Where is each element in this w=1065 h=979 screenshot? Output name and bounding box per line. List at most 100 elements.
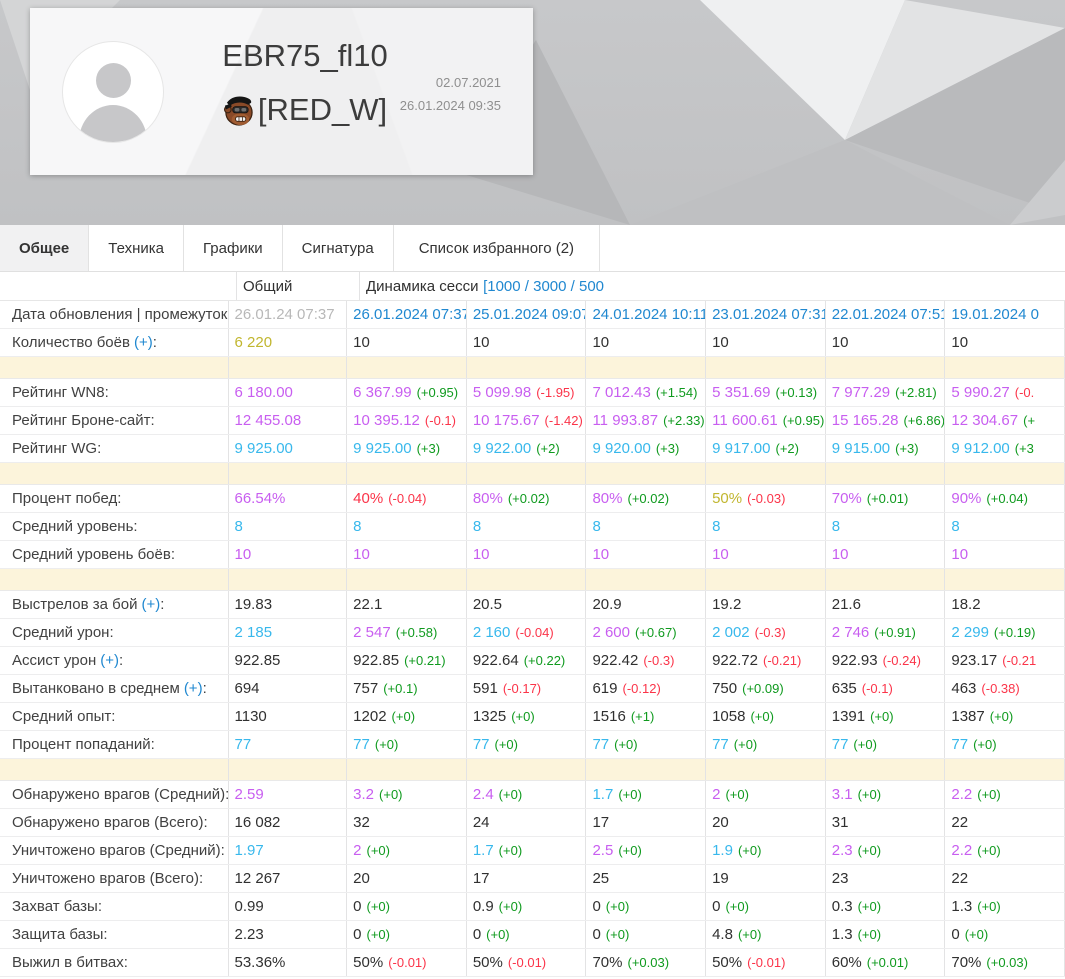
stat-cell: 20.5 <box>467 591 587 618</box>
stat-delta: (+0.19) <box>993 625 1036 640</box>
stat-value: 10 <box>712 334 729 351</box>
tab-bar: Общее Техника Графики Сигнатура Список избра… <box>0 225 1065 272</box>
stat-value: 80% <box>472 490 503 507</box>
registration-date: 02.07.2021 <box>435 75 501 90</box>
stat-cell: 53.36% <box>229 949 348 976</box>
stat-value: 3.1 <box>831 786 853 803</box>
stat-delta: (-0.12) <box>622 681 661 696</box>
stat-delta: (+2.33) <box>663 413 705 428</box>
stat-cell: 60% (+0.01) <box>826 949 946 976</box>
stat-value: 77 <box>951 736 969 753</box>
tab-charts[interactable]: Графики <box>184 225 283 271</box>
stat-value: 10 <box>353 546 370 563</box>
row-label: Процент побед: <box>0 485 229 512</box>
expand-link[interactable]: (+) <box>100 652 119 669</box>
stat-cell: 922.85 (+0.21) <box>347 647 467 674</box>
stat-value: 17 <box>472 870 490 887</box>
stat-delta: (-0. <box>1014 385 1035 400</box>
stat-value: 0 <box>951 926 960 943</box>
stat-value: 16 082 <box>234 814 281 831</box>
stat-cell: 20.9 <box>586 591 707 618</box>
stat-delta: (-0.3) <box>754 625 786 640</box>
row-label: Рейтинг WN8: <box>0 379 229 406</box>
stat-cell: 0 (+0) <box>586 893 707 920</box>
stat-delta: (-0.04) <box>515 625 554 640</box>
stat-delta: (+0) <box>498 843 523 858</box>
stat-cell: 10 <box>347 541 467 568</box>
stat-delta: (+0) <box>511 709 535 724</box>
stat-value: 10 <box>831 546 849 563</box>
stat-delta: (+0) <box>618 787 642 802</box>
stat-cell: 10 <box>945 329 1065 356</box>
table-row: Процент попаданий: 77 77 (+0) 77 (+0) 77 (+0) 77… <box>0 731 1065 759</box>
tab-favorites[interactable]: Список избранного (2) <box>394 225 601 271</box>
spacer-row <box>0 357 1065 379</box>
stat-delta: (+3) <box>895 441 919 456</box>
session-date-link[interactable]: 26.01.2024 07:37 <box>353 306 467 323</box>
stat-cell: 8 <box>586 513 707 540</box>
stat-cell: 5 990.27 (-0. <box>945 379 1065 406</box>
stat-value: 922.93 <box>831 652 878 669</box>
stat-value: 10 <box>951 334 969 351</box>
stat-value: 6 367.99 <box>353 384 412 401</box>
stat-value: 1130 <box>234 708 267 725</box>
session-date-link[interactable]: 23.01.2024 07:31 <box>712 306 826 323</box>
stat-value: 24 <box>472 814 490 831</box>
stat-cell: 12 455.08 <box>229 407 348 434</box>
stat-cell: 5 099.98 (-1.95) <box>467 379 587 406</box>
table-row: Вытанковано в среднем (+): 694 757 (+0.1) 591… <box>0 675 1065 703</box>
stat-value: 1202 <box>353 708 387 725</box>
session-date-link[interactable]: 25.01.2024 09:07 <box>472 306 587 323</box>
stat-cell: 22 <box>945 865 1065 892</box>
session-dynamics-link[interactable]: [1000 / 3000 / 500 <box>483 277 604 295</box>
stat-cell: 19.83 <box>229 591 348 618</box>
session-date-link[interactable]: 22.01.2024 07:51 <box>831 306 946 323</box>
table-row: Количество боёв (+): 6 220 10 10 10 10 10 10 <box>0 329 1065 357</box>
session-date-link[interactable]: 24.01.2024 10:11 <box>592 306 707 323</box>
tab-general[interactable]: Общее <box>0 225 90 271</box>
player-name: EBR75_fl10 <box>222 38 388 73</box>
stat-cell: 66.54% <box>229 485 348 512</box>
stat-cell: 70% (+0.03) <box>945 949 1065 976</box>
stat-delta: (+0.02) <box>507 491 550 506</box>
stat-cell: 2.2 (+0) <box>945 781 1065 808</box>
stat-delta: (+ <box>1023 413 1036 428</box>
row-label: Рейтинг WG: <box>0 435 229 462</box>
stat-value: 50% <box>353 954 384 971</box>
stat-cell: 1387 (+0) <box>945 703 1065 730</box>
stat-delta: (+0) <box>750 709 774 724</box>
stat-value: 2.2 <box>951 786 973 803</box>
stat-delta: (+2) <box>775 441 799 456</box>
stat-cell: 24 <box>467 809 587 836</box>
stat-cell: 1391 (+0) <box>826 703 946 730</box>
stat-cell: 1130 <box>229 703 348 730</box>
session-date-link[interactable]: 19.01.2024 0 <box>951 306 1039 323</box>
table-row: Ассист урон (+): 922.85 922.85 (+0.21) 922.64… <box>0 647 1065 675</box>
stat-cell: 22.1 <box>347 591 467 618</box>
stat-value: 90% <box>951 490 982 507</box>
stat-value: 9 917.00 <box>712 440 771 457</box>
stat-cell: 0 (+0) <box>467 921 587 948</box>
stat-cell: 1.3 (+0) <box>945 893 1065 920</box>
stat-cell: 77 (+0) <box>467 731 587 758</box>
expand-link[interactable]: (+) <box>141 596 161 613</box>
stat-value: 1516 <box>592 708 626 725</box>
expand-link[interactable]: (+) <box>133 334 153 351</box>
stat-delta: (-0.1) <box>861 681 893 696</box>
expand-link[interactable]: (+) <box>183 680 203 697</box>
stat-cell: 5 351.69 (+0.13) <box>706 379 826 406</box>
stat-cell: 32 <box>347 809 467 836</box>
tab-vehicles[interactable]: Техника <box>89 225 185 271</box>
stat-delta: (-0.24) <box>882 653 921 668</box>
stat-delta: (-0.04) <box>388 491 427 506</box>
row-label: Защита базы: <box>0 921 229 948</box>
stat-value: 922.85 <box>353 652 400 669</box>
spacer-row <box>0 569 1065 591</box>
stat-value: 10 <box>712 546 729 563</box>
row-label: Рейтинг Броне-сайт: <box>0 407 229 434</box>
tab-signature[interactable]: Сигнатура <box>283 225 394 271</box>
stat-delta: (+0) <box>379 787 403 802</box>
stat-cell: 77 (+0) <box>945 731 1065 758</box>
stat-cell: 15 165.28 (+6.86) <box>826 407 946 434</box>
stat-cell: 0.3 (+0) <box>826 893 946 920</box>
